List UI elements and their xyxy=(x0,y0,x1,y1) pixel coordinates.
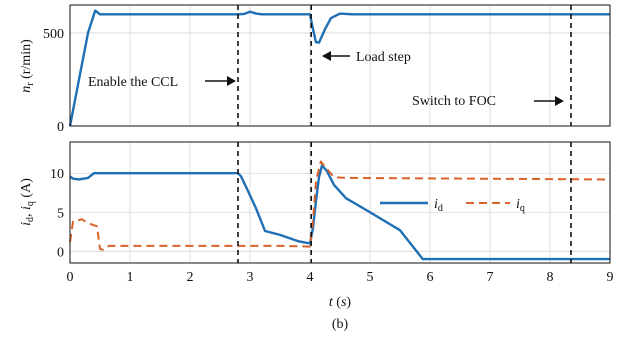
legend-iq-label: iq xyxy=(516,197,525,214)
current-y-ticks: 0 5 10 xyxy=(50,167,64,260)
current-y-tick-5: 5 xyxy=(57,206,64,221)
speed-series xyxy=(68,9,610,127)
panel-current: 0 5 10 0 1 2 3 4 5 6 7 8 9 id, iq (A) id iq t (s) (… xyxy=(19,141,614,332)
x-tick-5: 5 xyxy=(367,270,374,285)
current-vlines xyxy=(237,142,572,263)
annotation-enable-ccl: Enable the CCL xyxy=(88,75,178,90)
current-series xyxy=(69,160,611,261)
x-tick-3: 3 xyxy=(247,270,254,285)
speed-plot-frame xyxy=(69,4,611,127)
x-tick-6: 6 xyxy=(427,270,434,285)
series-line-nr xyxy=(68,9,610,127)
current-y-tick-0: 0 xyxy=(57,245,64,260)
arrow-load-step xyxy=(322,51,350,61)
series-line-iq xyxy=(69,160,611,251)
current-y-label: id, iq (A) xyxy=(19,178,36,226)
speed-y-tick-0: 0 xyxy=(57,120,64,135)
x-tick-7: 7 xyxy=(487,270,494,285)
x-tick-0: 0 xyxy=(67,270,74,285)
x-axis-label: t (s) xyxy=(329,295,352,310)
legend: id iq xyxy=(380,197,525,214)
arrow-switch-foc xyxy=(534,96,564,106)
legend-id-label: id xyxy=(434,197,443,214)
current-y-tick-10: 10 xyxy=(50,167,64,182)
x-tick-4: 4 xyxy=(307,270,314,285)
speed-y-ticks: 0 500 xyxy=(43,27,64,135)
current-x-ticks: 0 1 2 3 4 5 6 7 8 9 xyxy=(67,270,614,285)
caption: (b) xyxy=(332,317,349,332)
current-plot-frame xyxy=(69,141,611,264)
x-tick-2: 2 xyxy=(187,270,194,285)
x-tick-8: 8 xyxy=(547,270,554,285)
x-tick-1: 1 xyxy=(127,270,134,285)
speed-y-tick-500: 500 xyxy=(43,27,64,42)
series-line-id xyxy=(69,164,610,261)
x-tick-9: 9 xyxy=(607,270,614,285)
panel-speed: 0 500 nr (r/min) Enable the CCL Load step… xyxy=(19,4,611,135)
arrow-enable-ccl xyxy=(205,76,236,86)
speed-grid xyxy=(69,5,611,127)
annotation-load-step: Load step xyxy=(356,50,411,65)
speed-y-label: nr (r/min) xyxy=(19,39,36,93)
speed-vlines xyxy=(237,5,572,126)
annotation-switch-foc: Switch to FOC xyxy=(412,94,496,109)
